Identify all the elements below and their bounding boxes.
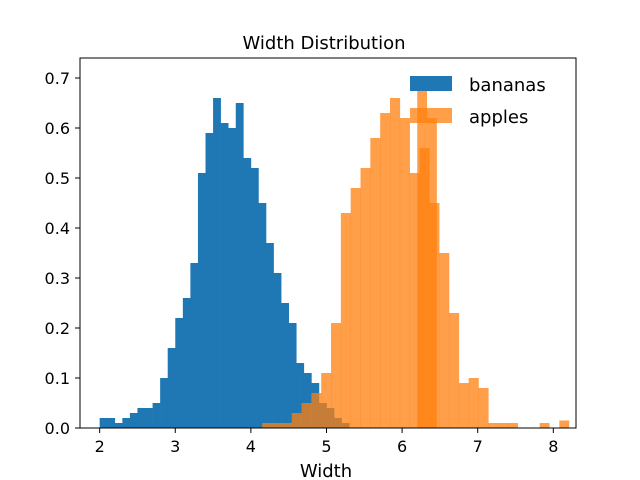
apples-peak-bar-1 bbox=[427, 118, 437, 428]
bananas-bar-12 bbox=[190, 263, 199, 428]
apples-bar-0 bbox=[262, 423, 273, 428]
bananas-bar-23 bbox=[273, 273, 282, 428]
apples-peak-bar-0 bbox=[417, 78, 428, 428]
y-tick-label: 0.1 bbox=[45, 369, 70, 388]
apples-bar-11 bbox=[370, 138, 381, 428]
apples-bar-21 bbox=[468, 378, 479, 428]
apples-bar-7 bbox=[331, 323, 342, 428]
apples-bar-18 bbox=[439, 253, 450, 428]
y-tick-label: 0.4 bbox=[45, 219, 70, 238]
legend-label-apples: apples bbox=[469, 107, 528, 128]
legend-label-bananas: bananas bbox=[469, 75, 546, 96]
bananas-bar-15 bbox=[213, 98, 221, 428]
bananas-bar-19 bbox=[243, 158, 252, 428]
apples-bar-1 bbox=[272, 423, 283, 428]
apples-bar-3 bbox=[291, 413, 302, 428]
x-tick-label: 3 bbox=[170, 437, 180, 456]
bananas-bar-7 bbox=[152, 403, 161, 428]
bananas-bar-14 bbox=[205, 133, 214, 428]
y-tick-label: 0.3 bbox=[45, 269, 70, 288]
x-axis-label: Width bbox=[300, 461, 352, 480]
legend-swatch-bananas bbox=[410, 76, 452, 91]
apples-bar-5 bbox=[311, 393, 322, 428]
axes-frame bbox=[79, 57, 577, 429]
series-apples-bars bbox=[262, 78, 570, 428]
x-tick-label: 2 bbox=[95, 437, 105, 456]
bananas-bar-24 bbox=[281, 303, 289, 428]
y-tick-label: 0.0 bbox=[45, 419, 70, 438]
bananas-bar-22 bbox=[266, 243, 274, 428]
legend: bananas apples bbox=[410, 75, 546, 128]
x-tick-label: 4 bbox=[246, 437, 256, 456]
x-tick-label: 7 bbox=[473, 437, 483, 456]
apples-bar-13 bbox=[390, 98, 401, 428]
bananas-bar-21 bbox=[258, 203, 267, 428]
bananas-bar-3 bbox=[122, 418, 131, 428]
bananas-bar-4 bbox=[129, 413, 138, 428]
chart-title: Width Distribution bbox=[242, 33, 405, 54]
apples-bar-25 bbox=[507, 423, 519, 428]
bananas-bar-6 bbox=[145, 408, 153, 428]
bananas-bar-27 bbox=[303, 373, 312, 428]
bananas-bar-13 bbox=[197, 173, 206, 428]
legend-swatch-apples bbox=[410, 108, 452, 123]
bananas-bar-5 bbox=[137, 408, 146, 428]
bananas-bar-25 bbox=[288, 323, 297, 428]
x-tick-label: 5 bbox=[321, 437, 331, 456]
bananas-bar-8 bbox=[160, 378, 169, 428]
apples-bar-20 bbox=[458, 383, 469, 428]
apples-bar-15 bbox=[409, 173, 420, 428]
bananas-bar-2 bbox=[114, 423, 123, 428]
bananas-bar-0 bbox=[99, 418, 108, 428]
apples-bar-12 bbox=[380, 113, 391, 428]
bananas-bar-11 bbox=[182, 298, 191, 428]
y-tick-label: 0.6 bbox=[45, 119, 70, 138]
y-axis-ticks: 0.0 0.1 0.2 0.3 0.4 0.5 0.6 0.7 bbox=[45, 69, 80, 438]
apples-bar-2 bbox=[281, 423, 293, 428]
y-tick-label: 0.2 bbox=[45, 319, 70, 338]
bananas-bar-18 bbox=[235, 103, 244, 428]
apples-bar-19 bbox=[448, 313, 460, 428]
apples-bar-23 bbox=[488, 423, 499, 428]
apples-bar-14 bbox=[399, 118, 410, 428]
x-tick-label: 6 bbox=[397, 437, 407, 456]
apples-bar-22 bbox=[478, 388, 489, 428]
bananas-bar-10 bbox=[175, 318, 184, 428]
bananas-bar-20 bbox=[250, 168, 259, 428]
bananas-bar-17 bbox=[228, 128, 237, 428]
x-tick-label: 8 bbox=[548, 437, 558, 456]
apples-tail-bar-0 bbox=[539, 423, 550, 428]
bananas-bar-1 bbox=[107, 418, 116, 428]
apples-bar-9 bbox=[350, 188, 361, 428]
apples-bar-8 bbox=[340, 213, 351, 428]
bananas-bar-9 bbox=[167, 348, 176, 428]
apples-bar-24 bbox=[498, 423, 509, 428]
x-axis-ticks: 2 3 4 5 6 7 8 bbox=[95, 428, 558, 456]
apples-tail-bar-1 bbox=[559, 420, 570, 428]
y-tick-label: 0.7 bbox=[45, 69, 70, 88]
y-tick-label: 0.5 bbox=[45, 169, 70, 188]
bananas-bar-26 bbox=[296, 363, 305, 428]
apples-bar-10 bbox=[360, 168, 371, 428]
apples-bar-6 bbox=[321, 373, 332, 428]
bananas-bar-16 bbox=[220, 123, 229, 428]
apples-bar-4 bbox=[301, 403, 312, 428]
